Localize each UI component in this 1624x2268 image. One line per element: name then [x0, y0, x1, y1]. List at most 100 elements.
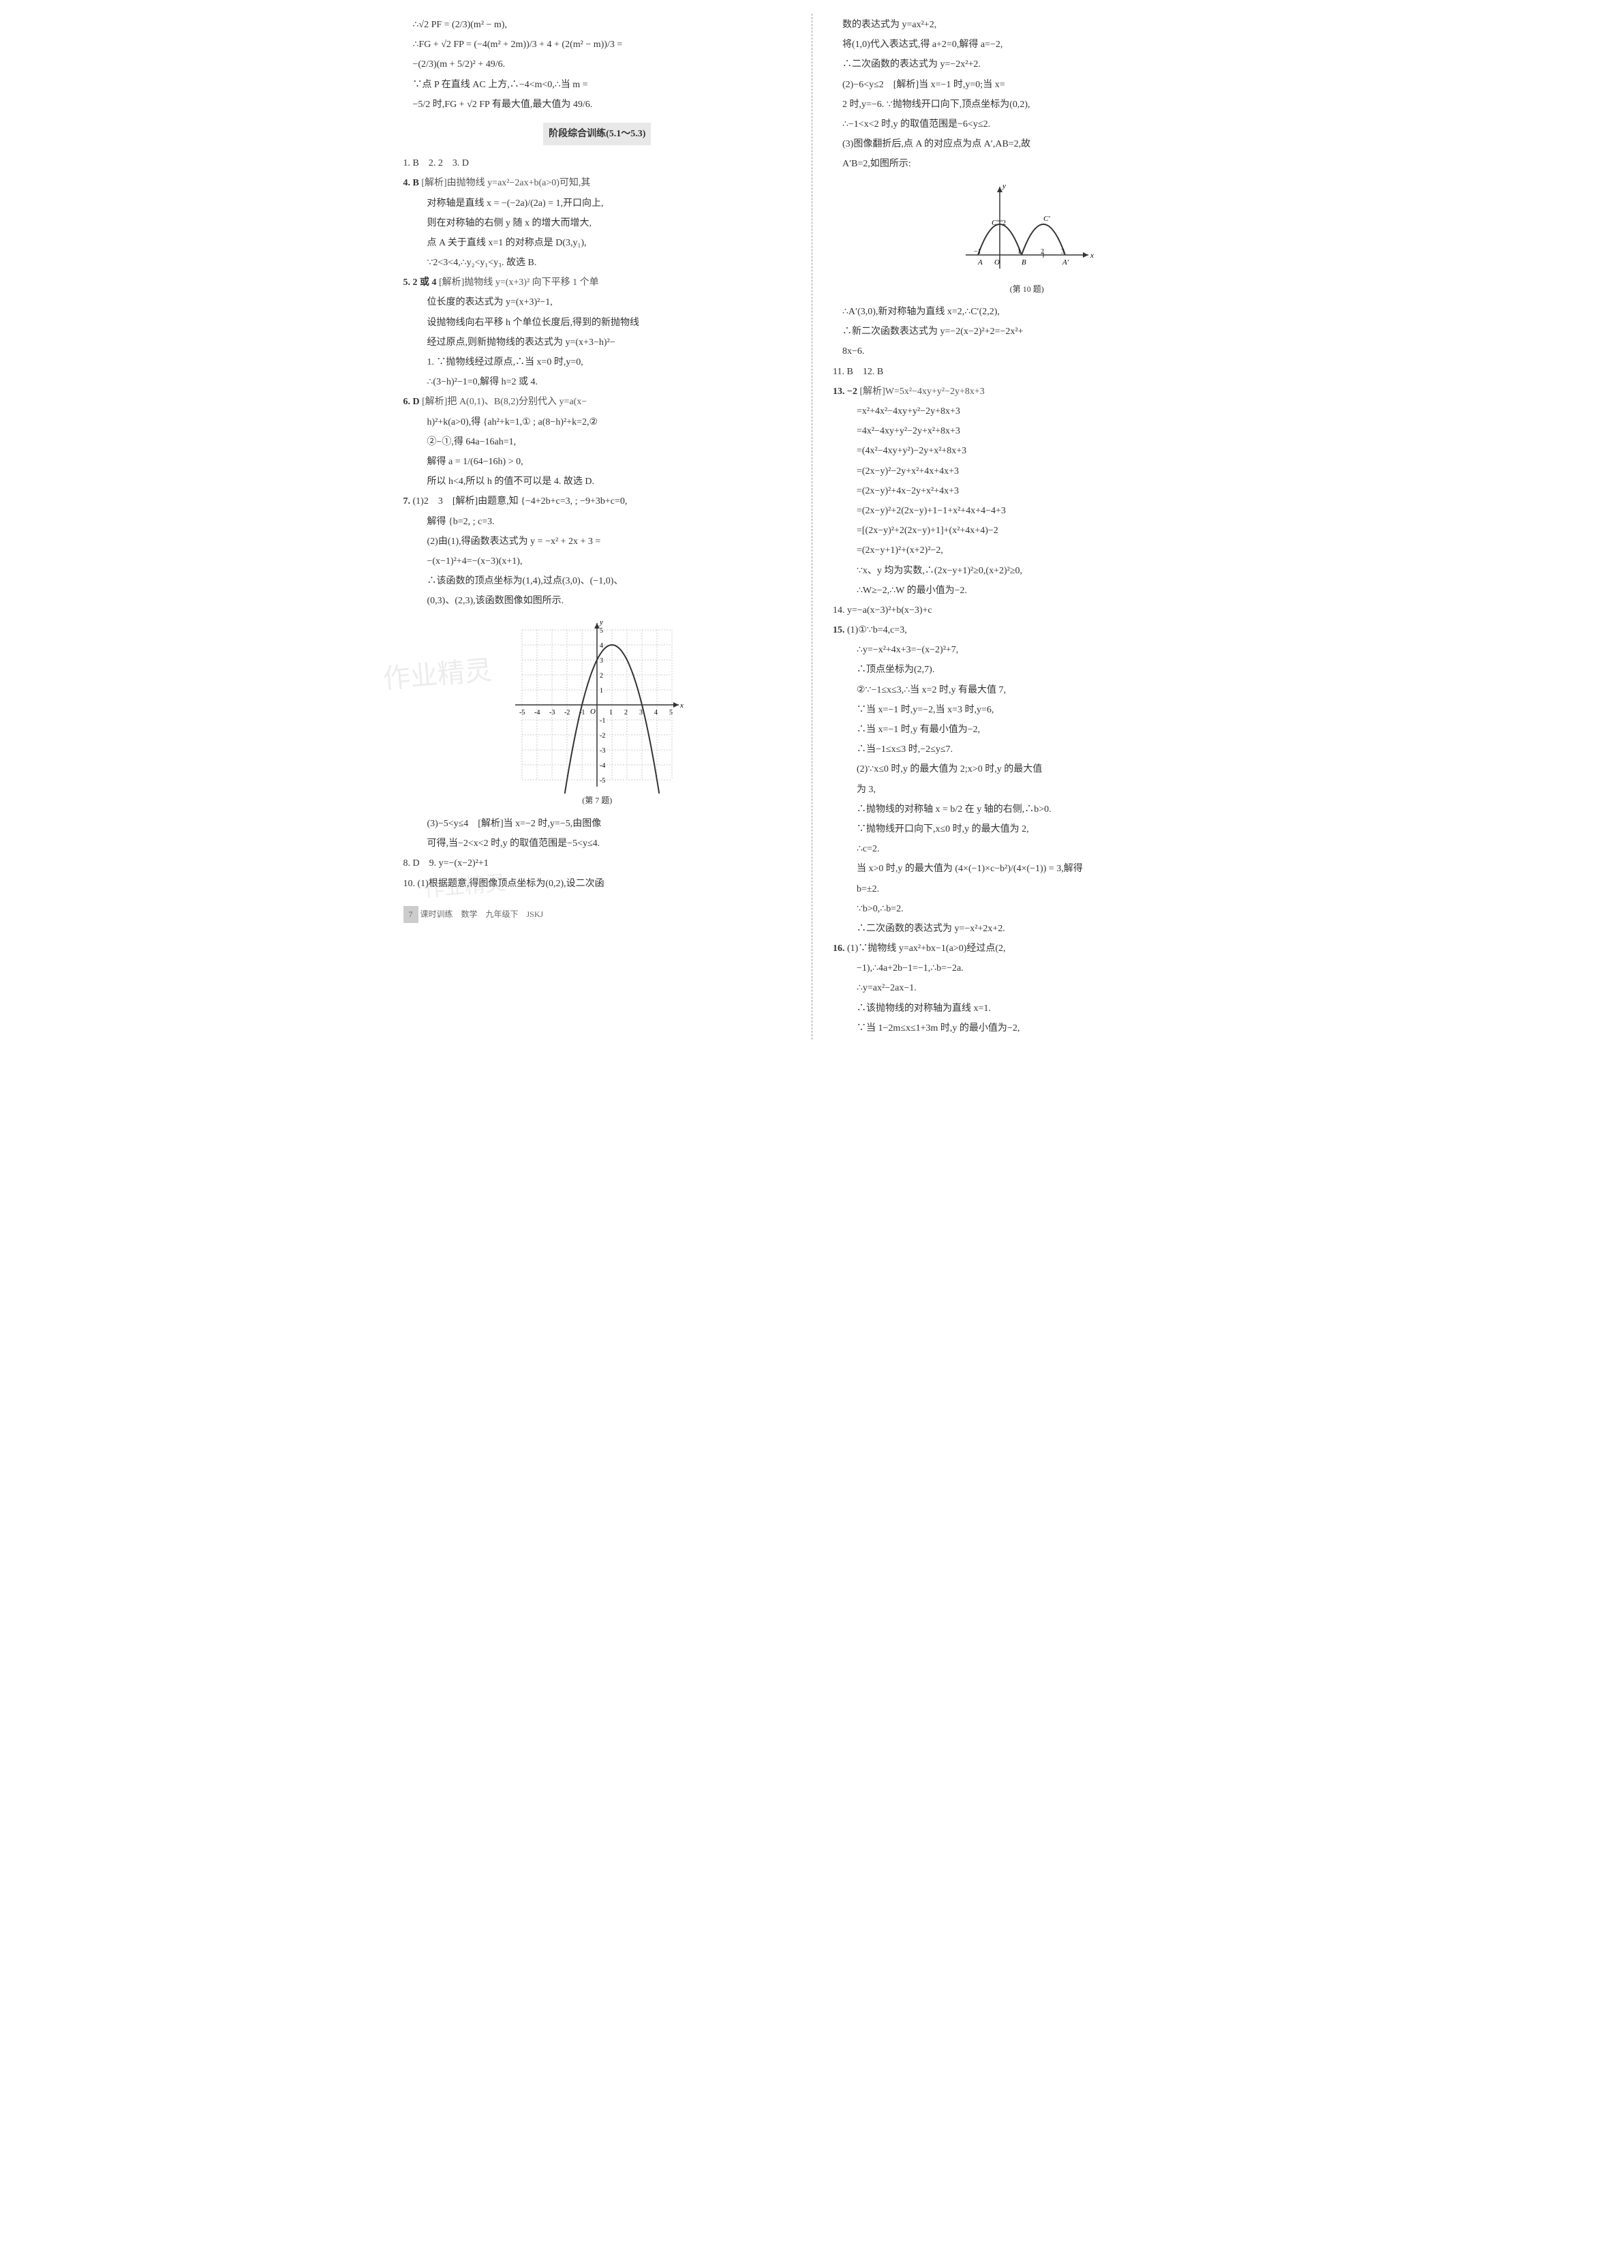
- question-15: 15. (1)①∵b=4,c=3,: [833, 622, 1221, 639]
- q7-line: (3)−5<y≤4 [解析]当 x=−2 时,y=−5,由图像: [403, 815, 792, 832]
- figure-7: 作业精灵 x y O -5-4-3-2-112345 -5-4-3-2-1123…: [403, 616, 792, 808]
- math-line: −(2/3)(m + 5/2)² + 49/6.: [403, 56, 792, 73]
- svg-text:2: 2: [1041, 248, 1044, 256]
- math-line: −5/2 时,FG + √2 FP 有最大值,最大值为 49/6.: [403, 96, 792, 113]
- math-line: 将(1,0)代入表达式,得 a+2=0,解得 a=−2,: [833, 36, 1221, 53]
- question-4: 4. B [解析]由抛物线 y=ax²−2ax+b(a>0)可知,其: [403, 175, 792, 192]
- svg-text:-4: -4: [600, 762, 605, 770]
- svg-text:3: 3: [639, 709, 643, 716]
- q15-line: ∴c=2.: [833, 841, 1221, 858]
- math-line: ∴−1<x<2 时,y 的取值范围是−6<y≤2.: [833, 116, 1221, 133]
- q6-line: 解得 a = 1/(64−16h) > 0,: [403, 453, 792, 470]
- svg-text:x: x: [1090, 252, 1094, 260]
- math-line: A′B=2,如图所示:: [833, 155, 1221, 172]
- q15-line: ∴二次函数的表达式为 y=−x²+2x+2.: [833, 920, 1221, 937]
- q5-line: 设抛物线向右平移 h 个单位长度后,得到的新抛物线: [403, 314, 792, 331]
- svg-text:-2: -2: [600, 732, 605, 740]
- q13-line: =[(2x−y)²+2(2x−y)+1]+(x²+4x+4)−2: [833, 522, 1221, 539]
- q15-line: b=±2.: [833, 881, 1221, 898]
- svg-text:-5: -5: [600, 777, 605, 785]
- q6-line: ②−①,得 64a−16ah=1,: [403, 434, 792, 451]
- left-column: ∴√2 PF = (2/3)(m² − m), ∴FG + √2 FP = (−…: [403, 14, 792, 1040]
- q6-line: 所以 h<4,所以 h 的值不可以是 4. 故选 D.: [403, 473, 792, 490]
- q15-line: (2)∵x≤0 时,y 的最大值为 2;x>0 时,y 的最大值: [833, 761, 1221, 778]
- svg-text:y: y: [599, 618, 603, 626]
- q13-line: ∵x、y 均为实数,∴(2x−y+1)²≥0,(x+2)²≥0,: [833, 562, 1221, 579]
- svg-text:3: 3: [1061, 248, 1064, 256]
- q4-line: 则在对称轴的右侧 y 随 x 的增大而增大,: [403, 215, 792, 232]
- svg-text:4: 4: [654, 709, 658, 716]
- svg-text:O: O: [590, 708, 596, 716]
- question-7: 7. (1)2 3 [解析]由题意,知 {−4+2b+c=3, ; −9+3b+…: [403, 493, 792, 510]
- q16-line: ∵当 1−2m≤x≤1+3m 时,y 的最小值为−2,: [833, 1020, 1221, 1037]
- math-line: 数的表达式为 y=ax²+2,: [833, 16, 1221, 33]
- watermark: 作业精灵: [381, 646, 494, 705]
- section-title: 阶段综合训练(5.1～5.3): [543, 123, 651, 145]
- q4-line: 点 A 关于直线 x=1 的对称点是 D(3,y₁),: [403, 235, 792, 252]
- svg-text:-4: -4: [534, 709, 540, 716]
- svg-text:B: B: [1022, 258, 1026, 267]
- svg-text:O: O: [994, 258, 1000, 267]
- math-line: ∵点 P 在直线 AC 上方,∴−4<m<0,∴当 m =: [403, 76, 792, 93]
- question-14: 14. y=−a(x−3)²+b(x−3)+c: [833, 602, 1221, 619]
- svg-text:-3: -3: [549, 709, 555, 716]
- q16-line: ∴y=ax²−2ax−1.: [833, 980, 1221, 997]
- question-13: 13. −2 [解析]W=5x²−4xy+y²−2y+8x+3: [833, 383, 1221, 400]
- answer-row: 8. D 9. y=−(x−2)²+1: [403, 855, 792, 872]
- q15-line: ∴当−1≤x≤3 时,−2≤y≤7.: [833, 741, 1221, 758]
- q13-line: =4x²−4xy+y²−2y+x²+8x+3: [833, 423, 1221, 440]
- q7-part1: (1)2 3 [解析]由题意,知 {−4+2b+c=3, ; −9+3b+c=0…: [413, 496, 628, 506]
- q16-part1: (1)∵抛物线 y=ax²+bx−1(a>0)经过点(2,: [847, 943, 1006, 954]
- q16-line: −1),∴4a+2b−1=−1,∴b=−2a.: [833, 960, 1221, 977]
- parabola-graph: x y O -5-4-3-2-112345 -5-4-3-2-112345: [508, 616, 686, 793]
- q5-line: ∴(3−h)²−1=0,解得 h=2 或 4.: [403, 374, 792, 391]
- q15-line: ②∵−1≤x≤3,∴当 x=2 时,y 有最大值 7,: [833, 682, 1221, 699]
- q15-line: ∴y=−x²+4x+3=−(x−2)²+7,: [833, 641, 1221, 659]
- q16-line: ∴该抛物线的对称轴为直线 x=1.: [833, 1000, 1221, 1017]
- svg-text:4: 4: [600, 642, 603, 650]
- q5-label: 5. 2 或 4: [403, 277, 437, 288]
- math-line: ∴新二次函数表达式为 y=−2(x−2)²+2=−2x²+: [833, 323, 1221, 340]
- svg-text:x: x: [679, 701, 684, 710]
- q15-line: ∴抛物线的对称轴 x = b/2 在 y 轴的右侧,∴b>0.: [833, 801, 1221, 818]
- q5-line: 1. ∵抛物线经过原点,∴当 x=0 时,y=0,: [403, 354, 792, 371]
- q16-label: 16.: [833, 943, 845, 954]
- fig10-caption: (第 10 题): [833, 282, 1221, 297]
- q7-line: (0,3)、(2,3),该函数图像如图所示.: [403, 592, 792, 609]
- page-footer: 7 课时训练 数学 九年级下 JSKJ: [403, 906, 792, 924]
- q15-part1: (1)①∵b=4,c=3,: [847, 625, 907, 635]
- math-line: ∴二次函数的表达式为 y=−2x²+2.: [833, 56, 1221, 73]
- svg-text:3: 3: [600, 657, 603, 665]
- svg-text:1: 1: [1017, 248, 1021, 256]
- q4-line: 对称轴是直线 x = −(−2a)/(2a) = 1,开口向上,: [403, 195, 792, 212]
- q13-analysis: [解析]W=5x²−4xy+y²−2y+8x+3: [859, 387, 984, 397]
- math-line: 8x−6.: [833, 343, 1221, 360]
- q4-line: ∵2<3<4,∴y₂<y₁<y₃. 故选 B.: [403, 254, 792, 271]
- q4-analysis: [解析]由抛物线 y=ax²−2ax+b(a>0)可知,其: [421, 178, 590, 188]
- math-line: (2)−6<y≤2 [解析]当 x=−1 时,y=0;当 x=: [833, 76, 1221, 93]
- svg-text:2: 2: [600, 672, 603, 680]
- math-line: (3)图像翻折后,点 A 的对应点为点 A′,AB=2,故: [833, 136, 1221, 153]
- svg-text:2: 2: [624, 709, 628, 716]
- q13-line: =(4x²−4xy+y²)−2y+x²+8x+3: [833, 442, 1221, 459]
- svg-text:-1: -1: [579, 709, 585, 716]
- math-line: ∴A′(3,0),新对称轴为直线 x=2,∴C′(2,2),: [833, 303, 1221, 320]
- q13-label: 13. −2: [833, 387, 857, 397]
- svg-text:C: C: [992, 219, 997, 227]
- svg-text:C′: C′: [1043, 215, 1050, 223]
- svg-text:5: 5: [600, 627, 603, 635]
- question-6: 6. D [解析]把 A(0,1)、B(8,2)分别代入 y=a(x−: [403, 393, 792, 410]
- q13-line: =x²+4x²−4xy+y²−2y+8x+3: [833, 403, 1221, 420]
- q13-line: =(2x−y)²+4x−2y+x²+4x+3: [833, 483, 1221, 500]
- q6-line: h)²+k(a>0),得 {ah²+k=1,① ; a(8−h)²+k=2,②: [403, 414, 792, 431]
- figure-10: x y C 2 C′ −1 A O 1 B 2 3 A′ (第 10 题): [833, 180, 1221, 297]
- footer-text: 课时训练 数学 九年级下 JSKJ: [420, 909, 544, 919]
- svg-text:-2: -2: [564, 709, 570, 716]
- page-number: 7: [403, 906, 418, 924]
- answer-row: 1. B 2. 2 3. D: [403, 155, 792, 172]
- q7-line: −(x−1)²+4=−(x−3)(x+1),: [403, 553, 792, 570]
- q15-line: ∵当 x=−1 时,y=−2,当 x=3 时,y=6,: [833, 701, 1221, 719]
- math-line: ∴FG + √2 FP = (−4(m² + 2m))/3 + 4 + (2(m…: [403, 36, 792, 53]
- q15-label: 15.: [833, 625, 845, 635]
- q15-line: 当 x>0 时,y 的最大值为 (4×(−1)×c−b²)/(4×(−1)) =…: [833, 860, 1221, 877]
